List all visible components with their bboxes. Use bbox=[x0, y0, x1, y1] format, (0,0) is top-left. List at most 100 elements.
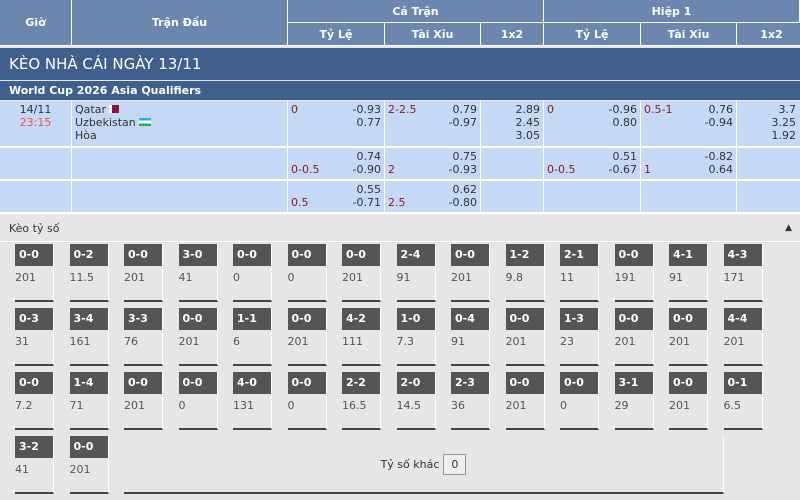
score-item[interactable]: 0-1 6.5 bbox=[723, 372, 763, 430]
ft-handicap-cell[interactable]: 0 -0.93 0.77 bbox=[288, 101, 385, 148]
score-item[interactable]: 1-2 9.8 bbox=[505, 244, 545, 302]
score-item[interactable]: 3-4 161 bbox=[69, 308, 109, 366]
odds: -0.97 bbox=[448, 116, 477, 129]
score-item[interactable]: 0-0 201 bbox=[124, 372, 163, 430]
header-gio: Giờ bbox=[0, 0, 72, 46]
score-item[interactable]: 0-0 201 bbox=[505, 308, 545, 366]
score-label: 0-0 bbox=[451, 244, 489, 266]
score-odds: 201 bbox=[451, 271, 472, 284]
score-item[interactable]: 0-0 0 bbox=[287, 244, 327, 302]
score-item[interactable]: 4-4 201 bbox=[723, 308, 763, 366]
league-name: World Cup 2026 Asia Qualifiers bbox=[0, 81, 800, 100]
score-label: 0-0 bbox=[69, 436, 108, 458]
odds: 0.64 bbox=[708, 163, 734, 176]
score-item[interactable]: 0-4 91 bbox=[451, 308, 490, 366]
score-item[interactable]: 3-2 41 bbox=[15, 436, 54, 494]
h1-over-under-cell[interactable] bbox=[641, 181, 737, 214]
score-label: 0-0 bbox=[614, 308, 653, 330]
score-item[interactable]: 1-0 7.3 bbox=[396, 308, 436, 366]
score-label: 0-0 bbox=[124, 244, 162, 266]
ft-1x2-cell[interactable] bbox=[481, 181, 544, 214]
score-item[interactable]: 3-0 41 bbox=[178, 244, 218, 302]
caret-up-icon[interactable]: ▲ bbox=[785, 223, 792, 233]
score-item[interactable]: 2-3 36 bbox=[451, 372, 490, 430]
score-item[interactable]: 0-0 201 bbox=[178, 308, 218, 366]
score-item[interactable]: 0-0 0 bbox=[178, 372, 218, 430]
score-item[interactable]: 0-0 0 bbox=[233, 244, 272, 302]
score-item[interactable]: 0-0 201 bbox=[451, 244, 490, 302]
header-h1-1x2: 1x2 bbox=[737, 23, 800, 46]
score-item[interactable]: 0-0 0 bbox=[287, 372, 327, 430]
score-odds: 201 bbox=[505, 399, 527, 412]
ft-handicap-cell[interactable]: 0.5 0.55 -0.71 bbox=[288, 181, 385, 214]
handicap-line: 0.5 bbox=[291, 196, 309, 209]
h1-1x2-cell[interactable] bbox=[737, 148, 800, 181]
score-item[interactable]: 2-2 16.5 bbox=[342, 372, 381, 430]
h1-1x2-cell[interactable]: 3.7 3.25 1.92 bbox=[737, 101, 800, 148]
ft-over-under-cell[interactable]: 2-2.5 0.79 -0.97 bbox=[385, 101, 481, 148]
other-score-value[interactable]: 0 bbox=[443, 453, 467, 475]
ft-over-under-cell[interactable]: 2 0.75 -0.93 bbox=[385, 148, 481, 181]
score-item[interactable]: 4-0 131 bbox=[233, 372, 272, 430]
score-label: 1-2 bbox=[505, 244, 544, 266]
score-item[interactable]: 0-0 201 bbox=[342, 244, 381, 302]
ft-1x2-cell[interactable] bbox=[481, 148, 544, 181]
score-label: 2-2 bbox=[342, 372, 380, 394]
score-item[interactable]: 1-4 71 bbox=[69, 372, 109, 430]
score-item[interactable]: 0-0 201 bbox=[505, 372, 545, 430]
score-odds: 171 bbox=[723, 271, 745, 284]
score-item[interactable]: 3-1 29 bbox=[614, 372, 654, 430]
score-item[interactable]: 3-3 76 bbox=[124, 308, 163, 366]
score-label: 3-2 bbox=[15, 436, 53, 458]
score-odds: 201 bbox=[614, 335, 636, 348]
h1-handicap-cell[interactable]: 0 -0.96 0.80 bbox=[544, 101, 641, 148]
score-item[interactable]: 1-1 6 bbox=[233, 308, 272, 366]
score-item[interactable]: 0-0 7.2 bbox=[15, 372, 54, 430]
score-item[interactable]: 2-4 91 bbox=[396, 244, 436, 302]
score-odds: 6.5 bbox=[723, 399, 742, 412]
handicap-line: 2 bbox=[388, 163, 395, 176]
score-item[interactable]: 0-0 0 bbox=[560, 372, 599, 430]
score-odds: 201 bbox=[669, 399, 690, 412]
match-time-cell: 14/11 23:15 bbox=[0, 101, 72, 148]
odds-values: 0.76 -0.94 bbox=[705, 103, 733, 129]
score-item[interactable]: 2-1 11 bbox=[560, 244, 599, 302]
score-item[interactable]: 0-0 201 bbox=[69, 436, 109, 494]
score-odds: 29 bbox=[614, 399, 629, 412]
header-hiep1: Hiệp 1 bbox=[544, 0, 800, 23]
score-item[interactable]: 0-0 201 bbox=[15, 244, 54, 302]
score-item[interactable]: 0-0 201 bbox=[614, 308, 654, 366]
score-item[interactable]: 4-1 91 bbox=[669, 244, 708, 302]
score-item[interactable]: 1-3 23 bbox=[560, 308, 599, 366]
score-label: 0-0 bbox=[287, 372, 326, 394]
h1-handicap-cell[interactable]: 0-0.5 0.51 -0.67 bbox=[544, 148, 641, 181]
score-odds: 201 bbox=[178, 335, 200, 348]
score-item[interactable]: 0-0 201 bbox=[124, 244, 163, 302]
h1-over-under-cell[interactable]: 0.5-1 0.76 -0.94 bbox=[641, 101, 737, 148]
ft-handicap-cell[interactable]: 0-0.5 0.74 -0.90 bbox=[288, 148, 385, 181]
score-odds: 201 bbox=[669, 335, 690, 348]
score-item[interactable]: 0-0 191 bbox=[614, 244, 654, 302]
score-item[interactable]: 2-0 14.5 bbox=[396, 372, 436, 430]
h1-over-under-cell[interactable]: 1 -0.82 0.64 bbox=[641, 148, 737, 181]
h1-handicap-cell[interactable] bbox=[544, 181, 641, 214]
handicap-line: 2-2.5 bbox=[388, 103, 417, 116]
score-odds: 0 bbox=[287, 399, 295, 412]
score-item[interactable]: 0-0 201 bbox=[669, 308, 708, 366]
ft-1x2-cell[interactable]: 2.89 2.45 3.05 bbox=[481, 101, 544, 148]
score-label: 0-0 bbox=[178, 372, 217, 394]
score-odds: 201 bbox=[69, 463, 91, 476]
odds: -0.93 bbox=[448, 163, 477, 176]
ft-over-under-cell[interactable]: 2.5 0.62 -0.80 bbox=[385, 181, 481, 214]
h1-1x2-cell[interactable] bbox=[737, 181, 800, 214]
odds: 3.05 bbox=[515, 129, 541, 142]
score-label: 0-0 bbox=[614, 244, 653, 266]
score-item[interactable]: 0-0 201 bbox=[287, 308, 327, 366]
score-label: 0-2 bbox=[69, 244, 108, 266]
score-item[interactable]: 0-2 11.5 bbox=[69, 244, 109, 302]
score-item[interactable]: 4-2 111 bbox=[342, 308, 381, 366]
score-section-header[interactable]: Kèo tỷ số ▲ bbox=[0, 215, 800, 242]
score-item[interactable]: 0-3 31 bbox=[15, 308, 54, 366]
score-item[interactable]: 4-3 171 bbox=[723, 244, 763, 302]
score-item[interactable]: 0-0 201 bbox=[669, 372, 708, 430]
